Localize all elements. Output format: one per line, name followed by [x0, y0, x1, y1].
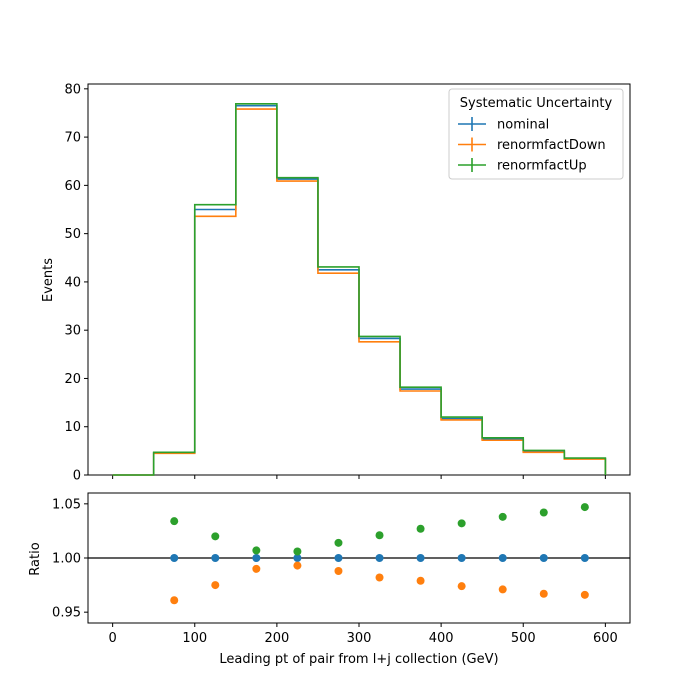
- x-tick-label: 300: [347, 631, 372, 646]
- main-y-tick-label: 0: [73, 469, 81, 484]
- x-tick-label: 200: [264, 631, 289, 646]
- ratio-point-renormfactUp: [539, 508, 548, 517]
- ratio-y-tick-label: 1.00: [52, 552, 81, 567]
- ratio-point-renormfactUp: [211, 532, 220, 541]
- ratio-panel: 0 100 200 300 400 500 600 0.95 1.00 1.05 Ratio L…: [28, 492, 631, 667]
- ratio-point-renormfactDown: [252, 564, 261, 573]
- ratio-point-renormfactUp: [170, 517, 179, 526]
- ratio-point-renormfactDown: [416, 576, 425, 585]
- ratio-point-renormfactUp: [293, 547, 302, 556]
- ratio-point-renormfactDown: [498, 585, 507, 594]
- main-y-tick-label: 60: [64, 179, 81, 194]
- ratio-point-renormfactDown: [293, 561, 302, 570]
- ratio-y-tick-label: 0.95: [52, 606, 81, 621]
- main-y-tick-label: 10: [64, 420, 81, 435]
- legend-box: [448, 88, 624, 180]
- main-y-tick-label: 70: [64, 131, 81, 146]
- ratio-point-nominal: [498, 554, 507, 562]
- legend-label-nominal: nominal: [497, 118, 549, 133]
- legend: Systematic Uncertainty nominal renormfact…: [448, 88, 624, 180]
- main-y-tick-label: 40: [64, 275, 81, 290]
- ratio-point-nominal: [252, 554, 261, 562]
- ratio-point-renormfactUp: [457, 519, 466, 528]
- x-tick-label: 400: [429, 631, 454, 646]
- x-tick-label: 0: [108, 631, 116, 646]
- ratio-point-nominal: [375, 554, 384, 562]
- ratio-y-ticks: 0.95 1.00 1.05: [52, 497, 88, 621]
- histogram-step-renormfactUp: [112, 102, 607, 476]
- ratio-point-nominal: [170, 554, 179, 562]
- ratio-point-nominal: [334, 554, 343, 562]
- ratio-point-renormfactDown: [211, 581, 220, 590]
- legend-label-renormfactDown: renormfactDown: [497, 138, 606, 153]
- ratio-points: [170, 503, 589, 605]
- ratio-point-renormfactDown: [457, 582, 466, 591]
- legend-entries: nominal renormfactDown renormfactUp: [458, 117, 606, 174]
- ratio-point-renormfactUp: [334, 538, 343, 547]
- main-y-tick-label: 50: [64, 227, 81, 242]
- ratio-point-renormfactUp: [375, 531, 384, 540]
- main-y-tick-label: 30: [64, 324, 81, 339]
- ratio-point-renormfactDown: [334, 567, 343, 575]
- ratio-point-nominal: [211, 554, 220, 562]
- ratio-point-renormfactDown: [170, 596, 179, 605]
- ratio-point-renormfactDown: [539, 589, 548, 598]
- ratio-point-renormfactDown: [375, 573, 384, 582]
- ratio-point-nominal: [457, 554, 466, 562]
- ratio-point-renormfactUp: [580, 503, 589, 512]
- ratio-x-ticks: 0 100 200 300 400 500 600: [108, 623, 618, 646]
- main-y-tick-label: 20: [64, 372, 81, 387]
- x-axis-label: Leading pt of pair from l+j collection (…: [219, 652, 498, 667]
- ratio-point-renormfactDown: [580, 590, 589, 599]
- legend-title: Systematic Uncertainty: [460, 96, 613, 111]
- histogram-series: [112, 102, 607, 476]
- ratio-y-axis-label: Ratio: [28, 542, 43, 575]
- main-histogram-panel: 0 10 20 30 40 50 60 70 80 Events Systematic Unce…: [41, 82, 631, 484]
- main-x-ticks: [112, 475, 606, 479]
- ratio-y-tick-label: 1.05: [52, 497, 81, 512]
- ratio-point-nominal: [539, 554, 548, 562]
- main-y-axis-label: Events: [41, 258, 56, 302]
- main-y-ticks: 0 10 20 30 40 50 60 70 80: [64, 82, 88, 484]
- ratio-point-nominal: [580, 554, 589, 562]
- x-tick-label: 500: [511, 631, 536, 646]
- x-tick-label: 600: [593, 631, 618, 646]
- ratio-point-renormfactUp: [416, 524, 425, 533]
- ratio-point-renormfactUp: [252, 546, 261, 555]
- main-y-tick-label: 80: [64, 82, 81, 97]
- legend-label-renormfactUp: renormfactUp: [497, 159, 587, 174]
- ratio-point-renormfactUp: [498, 512, 507, 521]
- x-tick-label: 100: [182, 631, 207, 646]
- ratio-point-nominal: [293, 554, 302, 562]
- ratio-point-nominal: [416, 554, 425, 562]
